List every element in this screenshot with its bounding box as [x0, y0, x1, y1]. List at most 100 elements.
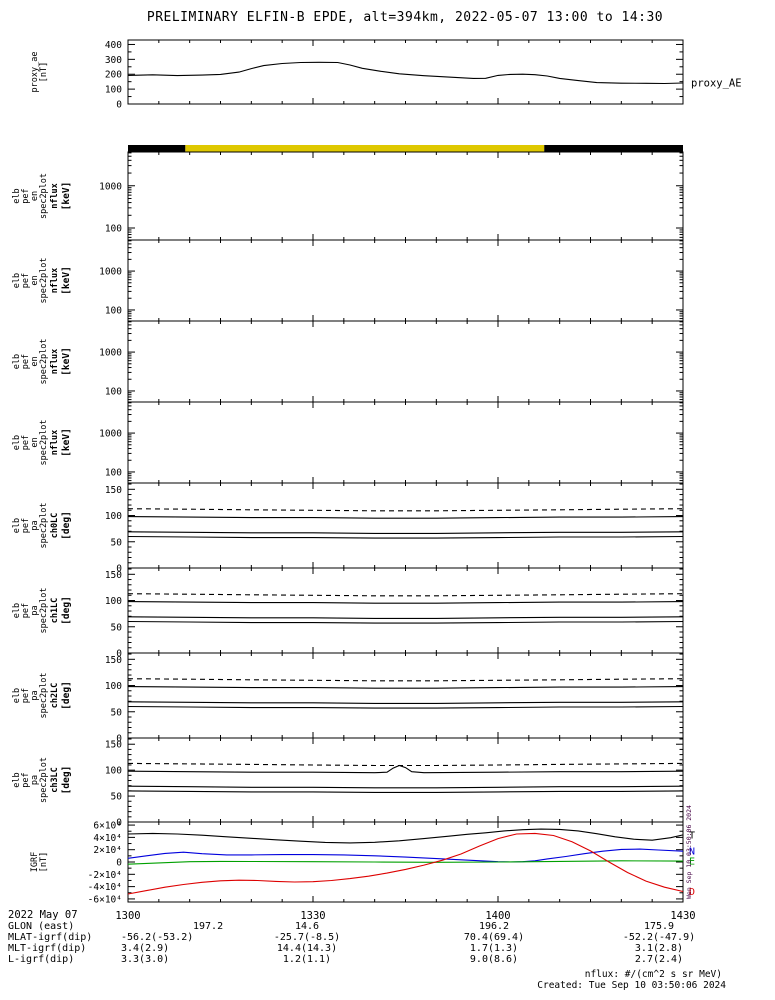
svg-text:[deg]: [deg]: [61, 596, 72, 625]
svg-text:spec2plot: spec2plot: [39, 502, 49, 548]
svg-text:pa: pa: [30, 520, 40, 530]
svg-text:elb: elb: [12, 354, 22, 369]
var-value: 70.4(69.4): [463, 932, 525, 943]
svg-text:150: 150: [105, 740, 122, 751]
svg-text:2×10⁴: 2×10⁴: [93, 845, 122, 856]
svg-text:100: 100: [105, 766, 122, 777]
svg-text:[keV]: [keV]: [61, 266, 72, 295]
svg-text:100: 100: [105, 467, 122, 478]
svg-text:pef: pef: [21, 435, 31, 450]
x-axis-date-label: 2022 May 07: [8, 909, 78, 921]
var-value: -25.7(-8.5): [273, 932, 341, 943]
svg-text:elb: elb: [12, 772, 22, 787]
svg-text:elb: elb: [12, 603, 22, 618]
var-value: 196.2: [478, 921, 510, 932]
svg-text:T: T: [689, 830, 695, 841]
svg-text:ch3LC: ch3LC: [50, 767, 60, 793]
svg-text:spec2plot: spec2plot: [39, 338, 49, 384]
svg-text:pef: pef: [21, 772, 31, 787]
svg-text:1000: 1000: [99, 181, 122, 192]
svg-text:pa: pa: [30, 690, 40, 700]
svg-text:pa: pa: [30, 775, 40, 785]
svg-text:0: 0: [116, 734, 122, 745]
svg-text:300: 300: [105, 55, 122, 66]
svg-text:100: 100: [105, 596, 122, 607]
svg-text:1430: 1430: [670, 910, 695, 922]
svg-text:150: 150: [105, 655, 122, 666]
svg-text:pa: pa: [30, 605, 40, 615]
svg-text:1300: 1300: [115, 910, 140, 922]
var-label-glon: GLON (east): [8, 921, 75, 932]
var-value: 1.7(1.3): [469, 943, 519, 954]
plot-title: PRELIMINARY ELFIN-B EPDE, alt=394km, 202…: [146, 10, 664, 25]
svg-text:spec2plot: spec2plot: [39, 672, 49, 718]
svg-text:en: en: [30, 356, 40, 366]
svg-text:150: 150: [105, 570, 122, 581]
svg-text:0: 0: [116, 818, 122, 829]
svg-text:elb: elb: [12, 273, 22, 288]
var-row-glon: GLON (east) 197.2 14.6 196.2 175.9: [0, 921, 775, 932]
svg-text:elb: elb: [12, 688, 22, 703]
svg-text:nflux: nflux: [50, 349, 60, 375]
var-value: 175.9: [643, 921, 675, 932]
svg-text:50: 50: [111, 707, 123, 718]
svg-text:100: 100: [105, 224, 122, 235]
svg-text:nflux: nflux: [50, 268, 60, 294]
svg-text:6×10⁴: 6×10⁴: [93, 821, 122, 832]
svg-text:0: 0: [116, 564, 122, 575]
svg-text:nflux: nflux: [50, 183, 60, 209]
svg-text:0: 0: [116, 649, 122, 660]
var-value: -52.2(-47.9): [622, 932, 696, 943]
svg-text:100: 100: [105, 511, 122, 522]
var-label-mlat: MLAT-igrf(dip): [8, 932, 93, 943]
var-label-l: L-igrf(dip): [8, 954, 75, 965]
var-row-mlat: MLAT-igrf(dip) -56.2(-53.2) -25.7(-8.5) …: [0, 932, 775, 943]
svg-text:elb: elb: [12, 518, 22, 533]
svg-text:[nT]: [nT]: [39, 62, 49, 82]
svg-text:E: E: [689, 857, 695, 868]
svg-text:en: en: [30, 275, 40, 285]
var-value: 14.6: [294, 921, 320, 932]
svg-text:pef: pef: [21, 518, 31, 533]
var-value: 197.2: [193, 921, 224, 932]
svg-text:-4×10⁴: -4×10⁴: [88, 882, 122, 893]
svg-text:elb: elb: [12, 188, 22, 203]
svg-text:pef: pef: [21, 354, 31, 369]
var-value: 3.3(3.0): [121, 954, 170, 965]
var-value: 3.1(2.8): [634, 943, 684, 954]
svg-text:1000: 1000: [99, 429, 122, 440]
var-value: 9.0(8.6): [469, 954, 519, 965]
var-row-mlt: MLT-igrf(dip) 3.4(2.9) 14.4(14.3) 1.7(1.…: [0, 943, 775, 954]
nflux-units-note: nflux: #/(cm^2 s sr MeV): [584, 969, 722, 980]
svg-text:ch1LC: ch1LC: [50, 598, 60, 624]
var-value: -56.2(-53.2): [121, 932, 194, 943]
created-timestamp: Created: Tue Sep 10 03:50:06 2024: [537, 980, 726, 991]
svg-text:en: en: [30, 191, 40, 201]
svg-text:pef: pef: [21, 188, 31, 203]
var-value: 14.4(14.3): [276, 943, 338, 954]
svg-text:pef: pef: [21, 273, 31, 288]
svg-text:en: en: [30, 437, 40, 447]
svg-text:150: 150: [105, 485, 122, 496]
svg-text:1000: 1000: [99, 348, 122, 359]
svg-text:spec2plot: spec2plot: [39, 173, 49, 219]
svg-text:[deg]: [deg]: [61, 681, 72, 710]
svg-text:pef: pef: [21, 688, 31, 703]
svg-text:4×10⁴: 4×10⁴: [93, 833, 122, 844]
svg-text:spec2plot: spec2plot: [39, 419, 49, 465]
svg-text:[keV]: [keV]: [61, 428, 72, 457]
svg-text:pef: pef: [21, 603, 31, 618]
svg-text:200: 200: [105, 70, 122, 81]
var-value: 1.2(1.1): [282, 954, 332, 965]
var-value: 2.7(2.4): [634, 954, 684, 965]
svg-text:[deg]: [deg]: [61, 766, 72, 795]
svg-text:spec2plot: spec2plot: [39, 257, 49, 303]
svg-text:400: 400: [105, 40, 122, 51]
svg-text:50: 50: [111, 792, 123, 803]
svg-text:100: 100: [105, 386, 122, 397]
svg-text:nflux: nflux: [50, 430, 60, 456]
svg-text:-6×10⁴: -6×10⁴: [88, 894, 122, 905]
svg-text:N: N: [689, 847, 695, 858]
